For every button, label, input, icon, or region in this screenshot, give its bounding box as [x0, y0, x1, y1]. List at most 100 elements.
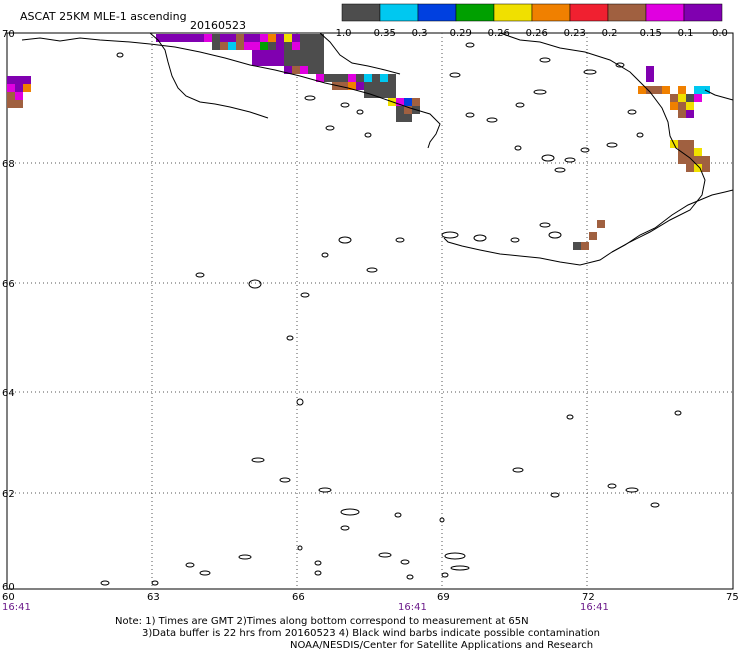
wind-cell — [364, 74, 372, 82]
colorbar-swatch — [531, 3, 571, 22]
wind-cell — [300, 42, 308, 50]
lon-label-69: 69 — [437, 592, 450, 603]
wind-cell — [308, 34, 316, 42]
wind-cell — [380, 74, 388, 82]
wind-cell — [702, 164, 710, 172]
wind-cell — [252, 58, 260, 66]
wind-cell — [694, 164, 702, 172]
lake-outline — [151, 580, 159, 586]
wind-cell — [244, 34, 252, 42]
lake-outline — [465, 42, 475, 48]
wind-cell — [316, 66, 324, 74]
wind-cell — [252, 50, 260, 58]
wind-cell — [284, 50, 292, 58]
lake-outline — [533, 89, 547, 95]
lake-outline — [279, 477, 291, 483]
wind-cell — [404, 106, 412, 114]
wind-cell — [396, 106, 404, 114]
wind-cell — [276, 50, 284, 58]
wind-cell — [678, 140, 686, 148]
wind-cell — [388, 82, 396, 90]
lake-outline — [512, 467, 524, 473]
wind-cell — [356, 82, 364, 90]
wind-cell — [638, 86, 646, 94]
wind-cell — [332, 74, 340, 82]
wind-cell — [388, 74, 396, 82]
wind-cell — [300, 66, 308, 74]
lake-outline — [539, 57, 551, 63]
note-line-3: NOAA/NESDIS/Center for Satellite Applica… — [290, 640, 593, 650]
lake-outline — [465, 112, 475, 118]
wind-cell — [268, 50, 276, 58]
wind-cell — [646, 66, 654, 74]
lake-outline — [199, 570, 211, 576]
wind-cell — [292, 58, 300, 66]
lake-outline — [300, 292, 310, 298]
lake-outline — [296, 398, 304, 406]
wind-cell — [228, 34, 236, 42]
wind-cell — [236, 34, 244, 42]
east-coast — [704, 89, 734, 101]
wind-cell — [694, 148, 702, 156]
wind-cell — [404, 114, 412, 122]
lake-outline — [554, 167, 566, 173]
wind-cell — [276, 58, 284, 66]
yamal-coast — [21, 37, 441, 149]
colorbar-swatch — [455, 3, 495, 22]
lake-outline — [394, 512, 402, 518]
wind-cell — [678, 156, 686, 164]
colorbar-swatch — [379, 3, 419, 22]
wind-cell — [228, 42, 236, 50]
wind-cell — [260, 50, 268, 58]
lake-outline — [185, 562, 195, 568]
wind-cell — [236, 42, 244, 50]
wind-cell — [260, 34, 268, 42]
wind-cell — [332, 82, 340, 90]
note-line-1: Note: 1) Times are GMT 2)Times along bot… — [115, 616, 529, 627]
wind-cell — [156, 34, 164, 42]
colorbar-swatch — [569, 3, 609, 22]
wind-cell — [364, 82, 372, 90]
time-labels: 16:41 16:41 16:41 — [2, 602, 609, 613]
colorbar-swatch — [341, 3, 381, 22]
wind-cell — [180, 34, 188, 42]
lake-outline — [541, 154, 555, 162]
lake-outline — [116, 52, 124, 58]
lat-label-62: 62 — [2, 489, 15, 500]
wind-cell — [380, 82, 388, 90]
wind-data-cells — [7, 34, 710, 250]
lake-outline — [304, 95, 316, 101]
lake-outline — [548, 231, 562, 239]
lake-outline — [195, 272, 205, 278]
wind-cell — [292, 50, 300, 58]
lake-outline — [615, 62, 625, 68]
wind-cell — [702, 156, 710, 164]
wind-cell — [670, 102, 678, 110]
wind-cell — [686, 156, 694, 164]
wind-cell — [308, 50, 316, 58]
lon-label-66: 66 — [292, 592, 305, 603]
lake-outline — [340, 525, 350, 531]
wind-cell — [164, 34, 172, 42]
wind-cell — [292, 34, 300, 42]
lake-outline — [325, 125, 335, 131]
wind-cell — [686, 148, 694, 156]
lake-outline — [356, 109, 364, 115]
lon-label-72: 72 — [582, 592, 595, 603]
wind-cell — [260, 58, 268, 66]
wind-cell — [678, 86, 686, 94]
time-label-left: 16:41 — [2, 602, 31, 613]
wind-cell — [316, 42, 324, 50]
time-label-center: 16:41 — [398, 602, 427, 613]
lake-outline — [674, 410, 682, 416]
wind-cell — [15, 84, 23, 92]
wind-cell — [646, 74, 654, 82]
wind-cell — [212, 34, 220, 42]
lake-outline — [566, 414, 574, 420]
wind-cell — [662, 86, 670, 94]
lake-outline — [366, 267, 378, 273]
wind-cell — [372, 82, 380, 90]
wind-cell — [260, 42, 268, 50]
lake-outline — [636, 132, 644, 138]
lake-outline — [625, 487, 639, 493]
